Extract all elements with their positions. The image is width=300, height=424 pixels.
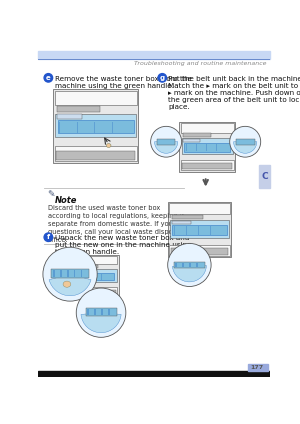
- Bar: [59, 122, 60, 133]
- Wedge shape: [49, 274, 91, 296]
- Bar: [189, 262, 191, 267]
- Bar: [182, 262, 184, 267]
- Text: Discard the used waste toner box
according to local regulations, keeping it
sepa: Discard the used waste toner box accordi…: [48, 205, 191, 243]
- Bar: [184, 143, 230, 152]
- Bar: [169, 245, 230, 256]
- Circle shape: [44, 233, 52, 241]
- Bar: [248, 364, 268, 371]
- Bar: [73, 273, 114, 280]
- Bar: [196, 262, 198, 267]
- Bar: [172, 225, 226, 235]
- Text: C: C: [261, 172, 268, 181]
- Bar: [94, 309, 96, 315]
- Bar: [206, 144, 207, 151]
- Bar: [112, 122, 113, 133]
- Bar: [67, 270, 68, 277]
- Wedge shape: [172, 265, 206, 282]
- Bar: [174, 226, 175, 234]
- Bar: [55, 114, 136, 137]
- Bar: [60, 270, 61, 277]
- Bar: [57, 106, 100, 112]
- Bar: [55, 146, 137, 161]
- Bar: [185, 144, 187, 151]
- Bar: [157, 139, 176, 145]
- Bar: [72, 265, 98, 268]
- Bar: [174, 262, 205, 268]
- Bar: [72, 290, 116, 295]
- Bar: [186, 226, 187, 234]
- Circle shape: [43, 247, 97, 301]
- Bar: [182, 138, 233, 154]
- Bar: [236, 139, 254, 145]
- Bar: [108, 309, 110, 315]
- Bar: [171, 248, 228, 255]
- Bar: [181, 123, 234, 133]
- Circle shape: [168, 243, 211, 287]
- Bar: [38, 371, 270, 377]
- Bar: [183, 139, 200, 142]
- Bar: [179, 122, 235, 172]
- Bar: [75, 273, 76, 280]
- Bar: [55, 91, 137, 106]
- Bar: [170, 220, 229, 238]
- Bar: [85, 308, 117, 316]
- Bar: [181, 160, 234, 170]
- Bar: [56, 151, 135, 160]
- Bar: [101, 309, 103, 315]
- Bar: [53, 270, 55, 277]
- Bar: [83, 273, 85, 280]
- Bar: [70, 287, 117, 296]
- Text: Put the belt unit back in the machine.
Match the ▸ mark on the belt unit to the
: Put the belt unit back in the machine. M…: [169, 75, 300, 109]
- Bar: [71, 269, 117, 282]
- Text: e: e: [46, 75, 51, 81]
- Circle shape: [151, 126, 182, 157]
- Bar: [198, 226, 199, 234]
- Text: Note: Note: [55, 195, 77, 205]
- Circle shape: [76, 288, 126, 338]
- Bar: [182, 164, 232, 170]
- Text: g: g: [160, 75, 165, 81]
- Bar: [76, 122, 78, 133]
- Bar: [68, 255, 119, 297]
- Bar: [58, 120, 134, 133]
- Bar: [94, 122, 95, 133]
- Circle shape: [44, 74, 52, 82]
- Bar: [259, 165, 270, 188]
- Bar: [74, 270, 76, 277]
- Bar: [169, 203, 230, 214]
- Bar: [53, 89, 138, 162]
- Bar: [168, 202, 231, 257]
- Bar: [172, 215, 203, 219]
- Wedge shape: [154, 142, 178, 153]
- Circle shape: [230, 126, 261, 157]
- Text: f: f: [47, 234, 50, 240]
- Text: Troubleshooting and routine maintenance: Troubleshooting and routine maintenance: [134, 61, 267, 65]
- Wedge shape: [234, 142, 257, 153]
- Bar: [57, 114, 82, 119]
- Bar: [172, 220, 190, 224]
- Bar: [216, 144, 217, 151]
- Circle shape: [158, 74, 166, 82]
- Ellipse shape: [106, 144, 111, 148]
- Bar: [72, 269, 88, 272]
- Bar: [176, 262, 177, 267]
- Bar: [38, 51, 270, 59]
- Bar: [87, 309, 89, 315]
- Text: Unpack the new waste toner box and
put the new one in the machine using
the gree: Unpack the new waste toner box and put t…: [55, 235, 191, 255]
- Text: 177: 177: [250, 365, 263, 370]
- Bar: [92, 273, 93, 280]
- Bar: [183, 133, 211, 137]
- Bar: [101, 273, 102, 280]
- Text: ✎: ✎: [48, 190, 55, 198]
- Text: Remove the waste toner box from the
machine using the green handle.: Remove the waste toner box from the mach…: [55, 75, 191, 89]
- Bar: [52, 269, 89, 278]
- Bar: [196, 144, 197, 151]
- Bar: [70, 256, 117, 264]
- Wedge shape: [81, 312, 121, 333]
- Ellipse shape: [63, 281, 71, 287]
- Bar: [210, 226, 211, 234]
- Bar: [81, 270, 82, 277]
